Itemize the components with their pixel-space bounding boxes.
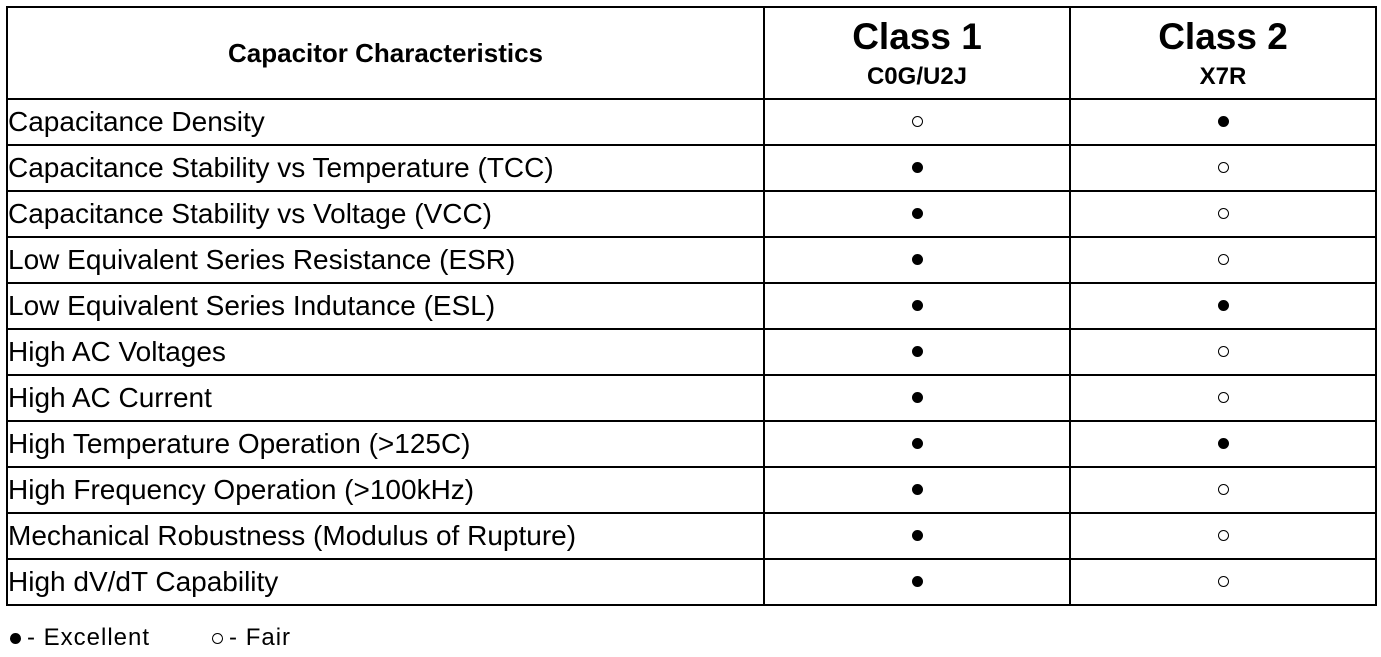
filled-circle-icon: [911, 438, 923, 450]
filled-circle-icon: [911, 208, 923, 220]
characteristic-name: High dV/dT Capability: [6, 558, 765, 606]
class1-rating: [763, 466, 1071, 514]
header-class1: Class 1 C0G/U2J: [763, 6, 1071, 100]
class1-rating: [763, 190, 1071, 238]
filled-circle-icon: [1217, 116, 1229, 128]
legend-item-fair: - Fair: [212, 624, 291, 652]
hollow-circle-icon: [1217, 530, 1229, 542]
class2-rating: [1069, 144, 1377, 192]
table-body: Capacitance Density Capacitance Stability…: [6, 98, 1377, 606]
class1-rating: [763, 558, 1071, 606]
characteristic-name: Low Equivalent Series Indutance (ESL): [6, 282, 765, 330]
header-row: Capacitor Characteristics Class 1 C0G/U2…: [6, 6, 1377, 100]
filled-circle-icon: [1217, 438, 1229, 450]
header-class2: Class 2 X7R: [1069, 6, 1377, 100]
table-row: High Temperature Operation (>125C): [6, 420, 1377, 468]
characteristic-name: High Temperature Operation (>125C): [6, 420, 765, 468]
class2-subtitle: X7R: [1199, 62, 1247, 90]
class2-rating: [1069, 374, 1377, 422]
legend-item-excellent: - Excellent: [10, 624, 150, 652]
class2-rating: [1069, 190, 1377, 238]
capacitor-comparison-table: Capacitor Characteristics Class 1 C0G/U2…: [6, 6, 1377, 606]
hollow-circle-icon: [1217, 208, 1229, 220]
filled-circle-icon: [911, 346, 923, 358]
characteristic-name: High Frequency Operation (>100kHz): [6, 466, 765, 514]
class2-rating: [1069, 282, 1377, 330]
class2-rating: [1069, 236, 1377, 284]
class1-rating: [763, 420, 1071, 468]
table-row: High AC Voltages: [6, 328, 1377, 376]
class2-title: Class 2: [1158, 15, 1288, 57]
characteristic-name: Mechanical Robustness (Modulus of Ruptur…: [6, 512, 765, 560]
table-row: Low Equivalent Series Indutance (ESL): [6, 282, 1377, 330]
filled-circle-icon: [911, 576, 923, 588]
table-row: Capacitance Stability vs Temperature (TC…: [6, 144, 1377, 192]
hollow-circle-icon: [1217, 484, 1229, 496]
class2-rating: [1069, 466, 1377, 514]
filled-circle-icon: [911, 254, 923, 266]
filled-circle-icon: [911, 162, 923, 174]
filled-circle-icon: [911, 392, 923, 404]
hollow-circle-icon: [1217, 576, 1229, 588]
legend-label-excellent: - Excellent: [27, 624, 151, 651]
filled-circle-icon: [911, 484, 923, 496]
characteristic-name: Capacitance Density: [6, 98, 765, 146]
characteristic-name: Capacitance Stability vs Voltage (VCC): [6, 190, 765, 238]
class1-title: Class 1: [852, 15, 982, 57]
hollow-circle-icon: [911, 116, 923, 128]
filled-circle-icon: [911, 300, 923, 312]
characteristic-name: High AC Current: [6, 374, 765, 422]
class1-rating: [763, 282, 1071, 330]
class2-rating: [1069, 558, 1377, 606]
legend-label-fair: - Fair: [229, 624, 292, 651]
table-row: High Frequency Operation (>100kHz): [6, 466, 1377, 514]
table-row: High AC Current: [6, 374, 1377, 422]
hollow-circle-icon: [1217, 162, 1229, 174]
class1-rating: [763, 328, 1071, 376]
hollow-circle-icon: [212, 632, 224, 644]
legend: - Excellent - Fair: [10, 623, 291, 653]
table-row: Capacitance Stability vs Voltage (VCC): [6, 190, 1377, 238]
class2-rating: [1069, 512, 1377, 560]
filled-circle-icon: [1217, 300, 1229, 312]
characteristic-name: Low Equivalent Series Resistance (ESR): [6, 236, 765, 284]
class1-rating: [763, 144, 1071, 192]
table-row: Capacitance Density: [6, 98, 1377, 146]
table-row: Mechanical Robustness (Modulus of Ruptur…: [6, 512, 1377, 560]
characteristic-name: High AC Voltages: [6, 328, 765, 376]
hollow-circle-icon: [1217, 254, 1229, 266]
class2-rating: [1069, 98, 1377, 146]
class2-rating: [1069, 420, 1377, 468]
class1-rating: [763, 98, 1071, 146]
characteristic-name: Capacitance Stability vs Temperature (TC…: [6, 144, 765, 192]
filled-circle-icon: [911, 530, 923, 542]
table-row: High dV/dT Capability: [6, 558, 1377, 606]
class1-rating: [763, 374, 1071, 422]
class2-rating: [1069, 328, 1377, 376]
class1-rating: [763, 236, 1071, 284]
filled-circle-icon: [10, 632, 21, 644]
table-row: Low Equivalent Series Resistance (ESR): [6, 236, 1377, 284]
header-characteristics: Capacitor Characteristics: [6, 6, 765, 100]
class1-rating: [763, 512, 1071, 560]
hollow-circle-icon: [1217, 392, 1229, 404]
hollow-circle-icon: [1217, 346, 1229, 358]
class1-subtitle: C0G/U2J: [866, 62, 968, 90]
